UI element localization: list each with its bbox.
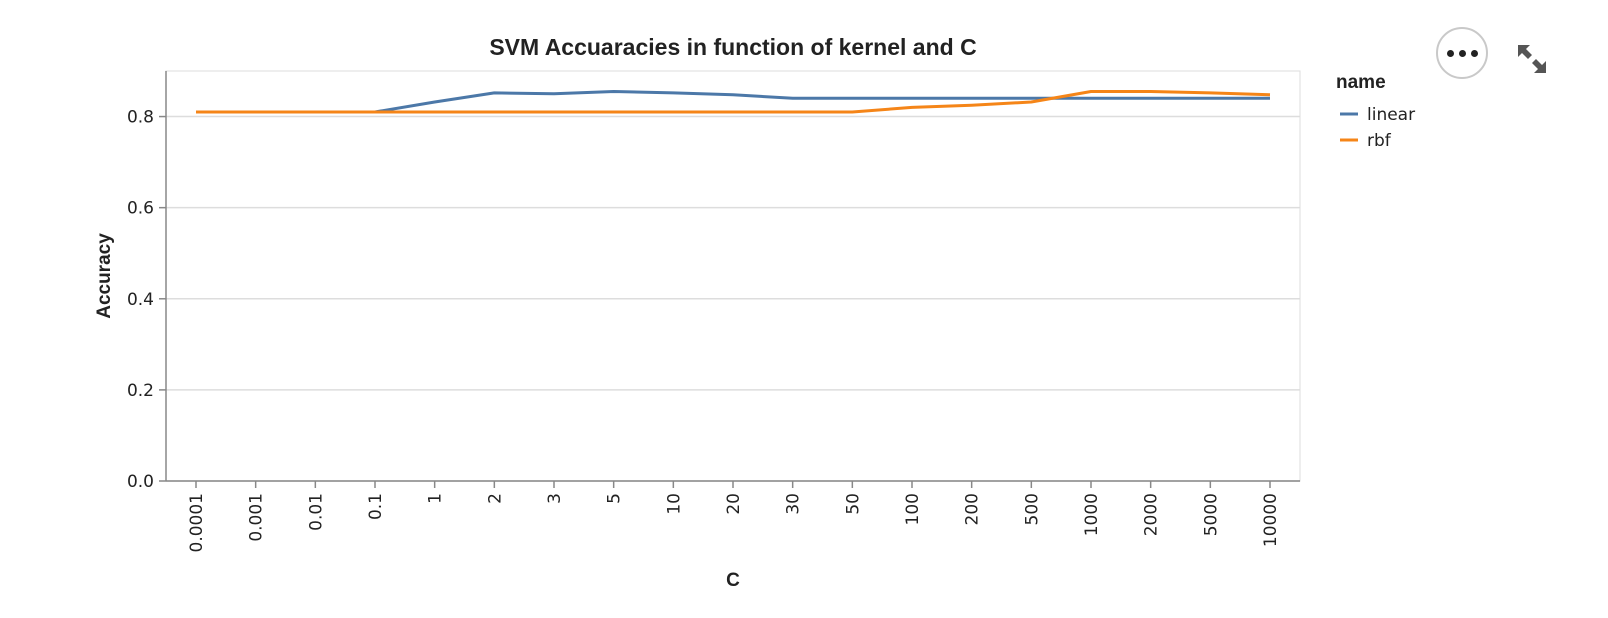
series-lines (196, 90, 1271, 114)
y-axis: 0.0 0.2 0.4 0.6 0.8 (127, 71, 167, 492)
chart-title: SVM Accuaracies in function of kernel an… (489, 34, 976, 60)
x-axis-title: C (726, 570, 740, 591)
x-tick-label: 50 (843, 493, 863, 515)
x-tick-label: 5 (605, 493, 625, 504)
x-tick-label: 10 (664, 493, 684, 515)
y-tick-label: 0.6 (127, 199, 154, 219)
x-tick-label: 3 (545, 493, 565, 504)
plot-frame (165, 70, 1301, 482)
x-tick-label: 0.01 (306, 493, 326, 531)
y-tick-label: 0.0 (127, 472, 154, 492)
x-tick-label: 20 (724, 493, 744, 515)
y-tick-label: 0.2 (127, 381, 154, 401)
y-tick-label: 0.4 (127, 290, 154, 310)
x-tick-label: 30 (784, 493, 804, 515)
legend: name linear rbf (1336, 72, 1415, 151)
legend-title: name (1336, 72, 1386, 93)
legend-label-linear: linear (1367, 105, 1415, 125)
x-tick-label: 0.1 (366, 493, 386, 520)
x-tick-label: 10000 (1261, 493, 1281, 547)
x-tick-label: 2 (485, 493, 505, 504)
x-axis: 0.0001 0.001 0.01 0.1 1 2 3 5 10 20 30 50 100 200 500 1… (166, 480, 1300, 552)
legend-label-rbf: rbf (1367, 131, 1392, 151)
x-tick-label: 500 (1022, 493, 1042, 525)
x-tick-label: 0.0001 (187, 493, 207, 552)
x-tick-label: 1 (426, 493, 446, 504)
grid (166, 115, 1300, 482)
x-tick-label: 5000 (1201, 493, 1221, 536)
x-tick-label: 200 (963, 493, 983, 525)
series-line-linear (196, 90, 1270, 114)
x-tick-label: 2000 (1142, 493, 1162, 536)
y-axis-title: Accuracy (94, 233, 115, 319)
more-options-button[interactable] (1436, 27, 1488, 79)
series-line-rbf (196, 90, 1271, 114)
expand-icon[interactable] (1512, 39, 1552, 79)
more-horizontal-icon (1446, 49, 1478, 57)
x-tick-label: 1000 (1082, 493, 1102, 536)
y-tick-label: 0.8 (127, 108, 154, 128)
x-tick-label: 0.001 (247, 493, 267, 542)
x-tick-label: 100 (903, 493, 923, 525)
